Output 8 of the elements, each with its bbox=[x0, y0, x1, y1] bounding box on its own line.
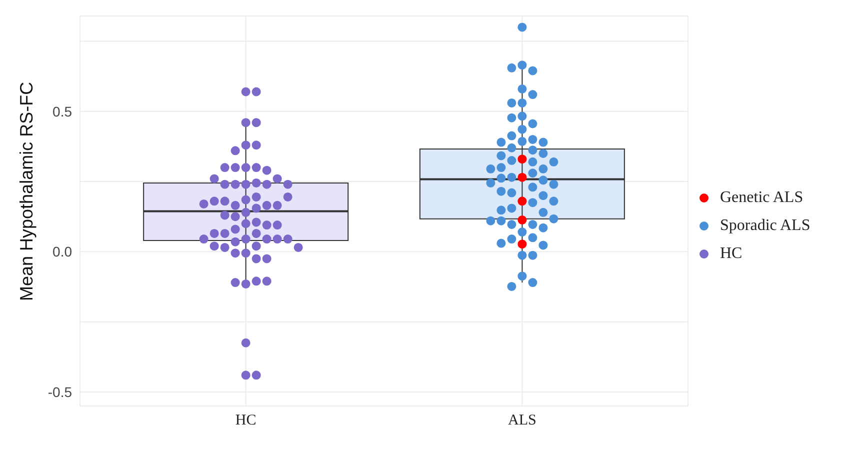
x-tick-label: ALS bbox=[508, 412, 536, 429]
legend-label: Sporadic ALS bbox=[720, 217, 810, 235]
legend-label: HC bbox=[720, 245, 742, 263]
y-tick-label: 0.0 bbox=[52, 244, 72, 260]
y-tick-label: -0.5 bbox=[48, 384, 72, 400]
legend-label: Genetic ALS bbox=[720, 189, 804, 207]
y-axis-title: Mean Hypothalamic RS-FC bbox=[16, 82, 36, 301]
y-tick-label: 0.5 bbox=[52, 103, 72, 120]
